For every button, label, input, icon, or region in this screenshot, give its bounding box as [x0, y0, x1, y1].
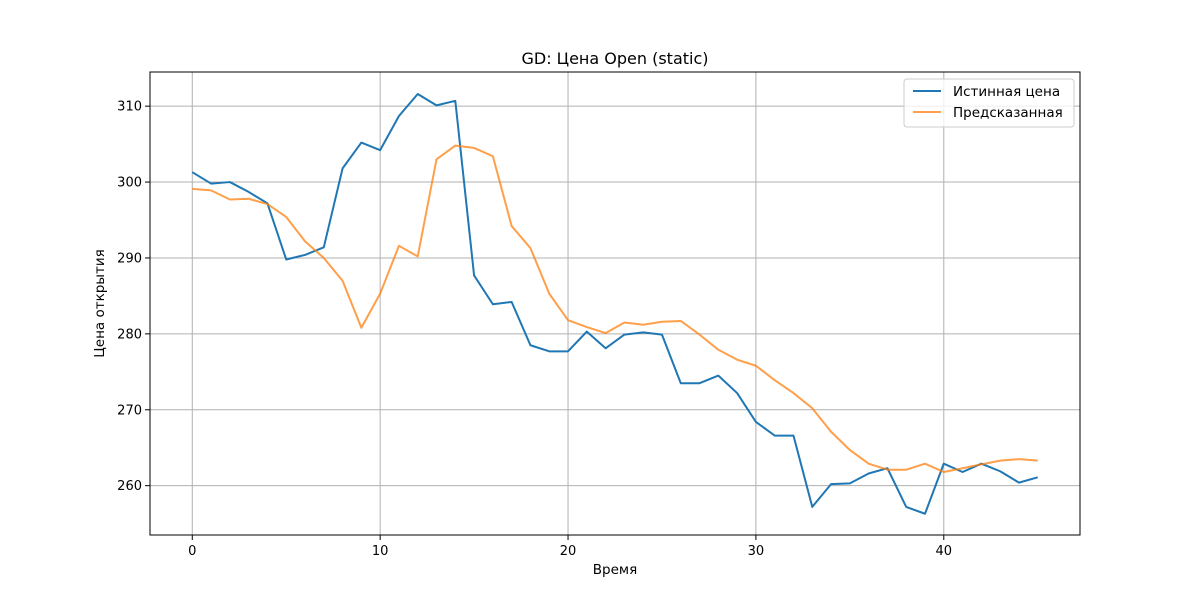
- y-tick-label: 280: [117, 327, 142, 342]
- series-group: [191, 93, 1039, 515]
- legend-box: [903, 78, 1075, 128]
- x-axis-ticks: 0 10 20 30 40: [188, 535, 952, 559]
- y-tick-label: 290: [117, 251, 142, 266]
- y-tick-label: 270: [117, 403, 142, 418]
- legend: Истинная цена Предсказанная: [903, 78, 1075, 128]
- x-tick-label: 30: [748, 544, 765, 559]
- x-tick-label: 40: [936, 544, 953, 559]
- x-tick-label: 0: [188, 544, 196, 559]
- legend-label-true: Истинная цена: [953, 84, 1060, 100]
- y-tick-label: 310: [117, 100, 142, 115]
- x-axis-label: Время: [593, 562, 637, 578]
- y-axis-label: Цена открытия: [92, 249, 108, 357]
- series-line-true-price: [191, 93, 1039, 515]
- legend-label-pred: Предсказанная: [953, 105, 1063, 121]
- y-tick-label: 300: [117, 176, 142, 191]
- y-axis-ticks: 260 270 280 290 300 310: [117, 100, 150, 494]
- series-line-predicted: [192, 144, 1038, 473]
- x-tick-label: 20: [560, 544, 577, 559]
- chart-title: GD: Цена Open (static): [521, 49, 708, 68]
- plot-frame: [149, 71, 1081, 536]
- x-tick-label: 10: [372, 544, 389, 559]
- y-tick-label: 260: [117, 479, 142, 494]
